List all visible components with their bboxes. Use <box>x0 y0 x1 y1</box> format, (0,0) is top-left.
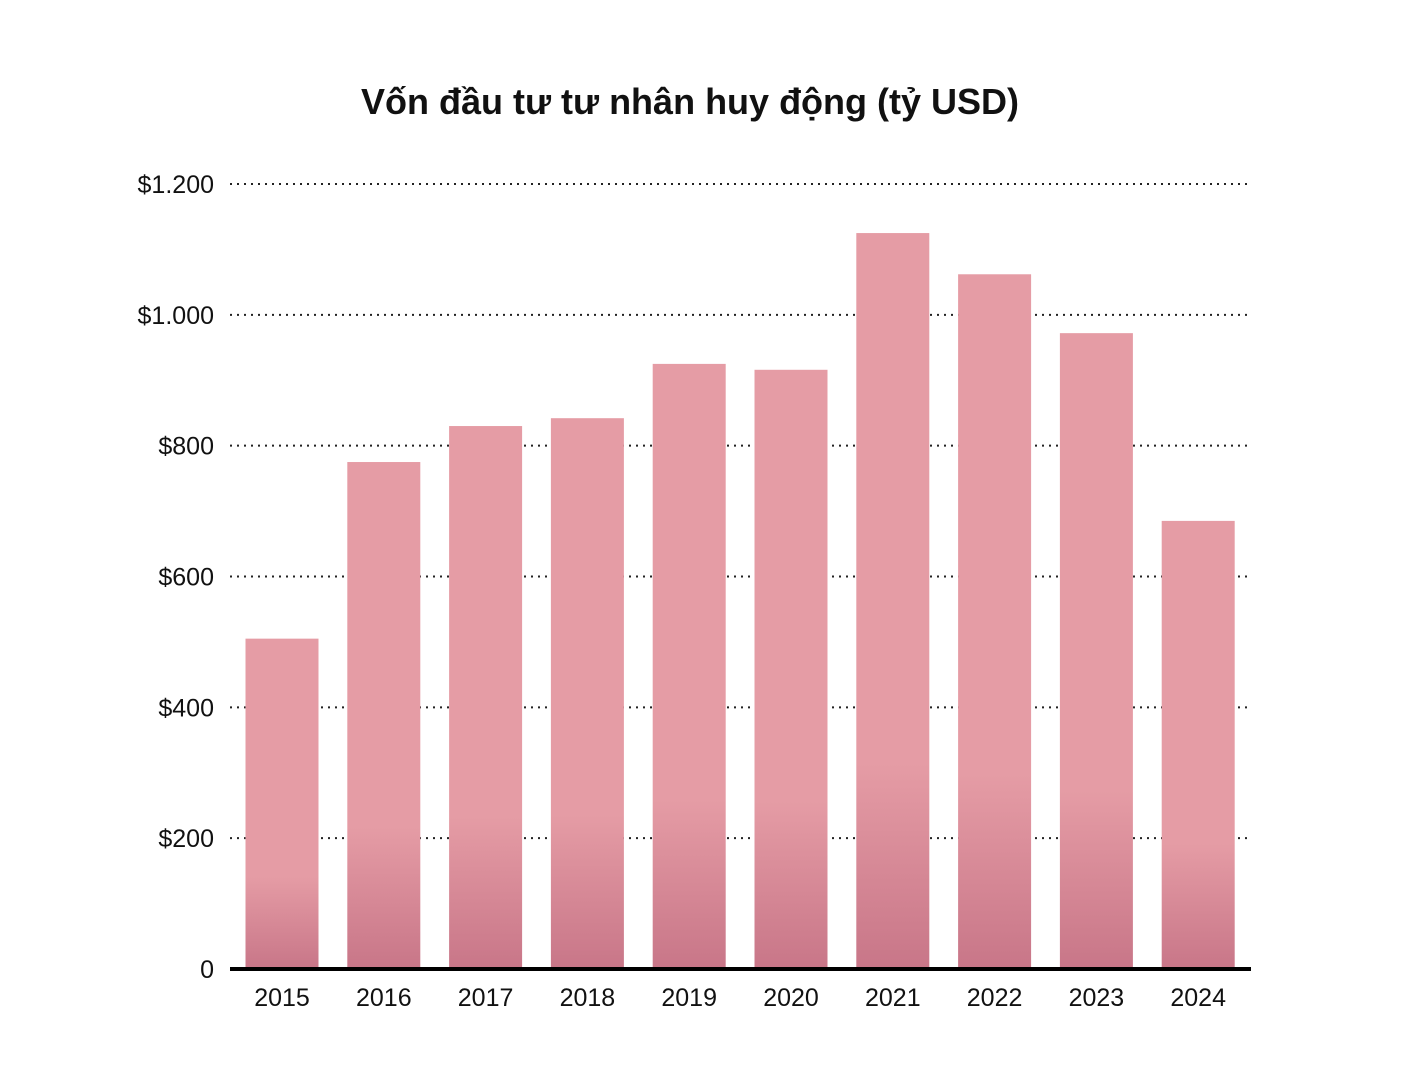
bars <box>245 233 1235 970</box>
x-tick-label: 2020 <box>763 984 819 1012</box>
bar-2023 <box>1059 333 1133 969</box>
x-tick-label: 2022 <box>967 984 1023 1012</box>
x-tick-label: 2017 <box>458 984 514 1012</box>
bar-2021 <box>856 233 930 969</box>
y-tick-label: $400 <box>158 694 214 722</box>
bar-2024 <box>1161 520 1235 969</box>
bar-2018 <box>550 418 624 970</box>
bar-2019 <box>652 363 726 969</box>
bar-2017 <box>449 426 523 970</box>
y-tick-label: $1.000 <box>138 302 214 330</box>
bar-2015 <box>245 638 319 969</box>
bar-2016 <box>347 462 421 969</box>
y-tick-label: $600 <box>158 564 214 592</box>
chart-title: Vốn đầu tư tư nhân huy động (tỷ USD) <box>361 81 1019 122</box>
bar-2020 <box>754 369 828 969</box>
x-tick-label: 2018 <box>560 984 616 1012</box>
x-tick-label: 2021 <box>865 984 921 1012</box>
y-tick-label: $1.200 <box>138 171 214 199</box>
x-tick-label: 2023 <box>1069 984 1125 1012</box>
x-tick-label: 2024 <box>1170 984 1226 1012</box>
x-tick-label: 2015 <box>254 984 310 1012</box>
y-tick-label: 0 <box>200 956 214 984</box>
bar-2022 <box>958 274 1032 969</box>
x-tick-label: 2019 <box>661 984 717 1012</box>
x-axis-ticks: 2015 2016 2017 2018 2019 2020 2021 2022 2023 2024 <box>254 984 1226 1012</box>
y-tick-label: $200 <box>158 825 214 853</box>
x-tick-label: 2016 <box>356 984 412 1012</box>
y-axis-ticks: 0 $200 $400 $600 $800 $1.000 $1.200 <box>138 171 214 984</box>
y-tick-label: $800 <box>158 433 214 461</box>
